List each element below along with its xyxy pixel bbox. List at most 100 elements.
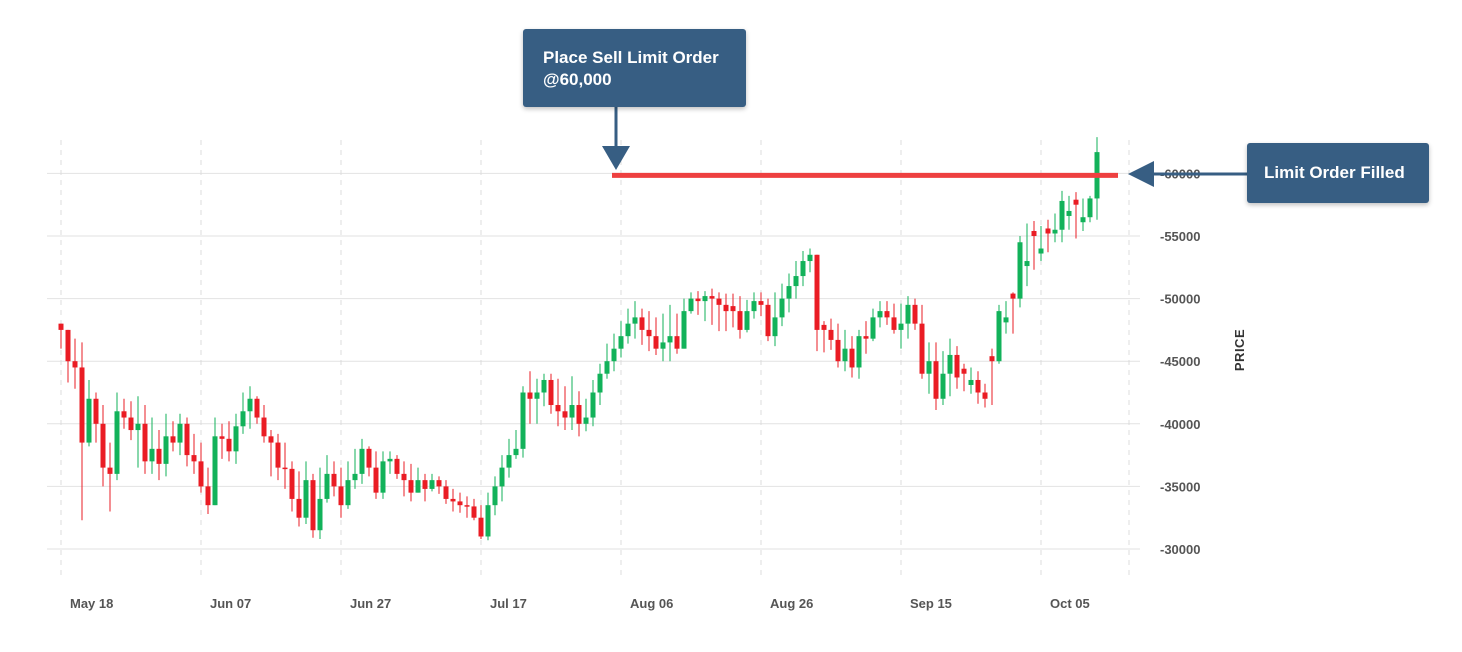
candle <box>93 392 99 443</box>
candle <box>611 333 617 372</box>
candle-body <box>156 448 162 464</box>
candle-body <box>170 436 176 443</box>
candle-body <box>646 329 652 337</box>
candle-body <box>380 461 386 493</box>
candle <box>1031 220 1037 270</box>
candle-body <box>149 448 155 462</box>
candle-body <box>289 468 295 499</box>
candle-body <box>870 317 876 339</box>
candle <box>506 438 512 478</box>
x-tick-label: Jun 27 <box>350 596 391 611</box>
candle-body <box>422 480 428 489</box>
candle-body <box>1010 293 1016 299</box>
candle-body <box>989 356 995 362</box>
candle-body <box>436 480 442 487</box>
candle-body <box>548 379 554 406</box>
candle-body <box>163 436 169 464</box>
candle <box>100 405 106 487</box>
candle-body <box>135 423 141 431</box>
x-tick-label: Jun 07 <box>210 596 251 611</box>
candle-body <box>975 379 981 393</box>
candle-body <box>702 296 708 302</box>
candle <box>261 405 267 443</box>
y-tick-label: -55000 <box>1160 229 1200 244</box>
candle-body <box>338 486 344 506</box>
candle <box>1080 198 1086 231</box>
candle-body <box>639 317 645 330</box>
candle <box>695 291 701 315</box>
candle-body <box>492 486 498 506</box>
candle-body <box>716 298 722 305</box>
place-sell-limit-callout: Place Sell Limit Order @60,000 <box>523 29 746 107</box>
candle-body <box>632 317 638 324</box>
candle <box>632 301 638 339</box>
candle-body <box>884 311 890 318</box>
candle <box>856 329 862 379</box>
candle-body <box>499 467 505 487</box>
candle <box>79 342 85 521</box>
candle-body <box>1066 210 1072 216</box>
candle <box>765 298 771 342</box>
candle <box>905 296 911 339</box>
candle <box>933 342 939 411</box>
candle <box>737 296 743 339</box>
candle <box>345 461 351 509</box>
candle <box>492 476 498 516</box>
candle-body <box>604 361 610 374</box>
candle <box>569 376 575 431</box>
candle <box>555 378 561 427</box>
candle-body <box>485 505 491 537</box>
candle-body <box>401 473 407 481</box>
candle-body <box>1080 217 1086 223</box>
candle-body <box>940 373 946 399</box>
place-sell-limit-callout-line1: Place Sell Limit Order <box>543 48 719 67</box>
candle-body <box>821 324 827 330</box>
candle-body <box>828 329 834 340</box>
candle-body <box>800 261 806 277</box>
candle <box>1010 292 1016 334</box>
candle <box>961 363 967 392</box>
candle <box>387 451 393 474</box>
candle-body <box>254 398 260 418</box>
candle-body <box>618 336 624 349</box>
candle-body <box>100 423 106 468</box>
candle-body <box>226 438 232 452</box>
candle-body <box>177 423 183 443</box>
candle-body <box>72 361 78 368</box>
candle-body <box>968 379 974 385</box>
candle <box>1017 236 1023 308</box>
candle-body <box>730 306 736 312</box>
candle-body <box>611 348 617 362</box>
candle-body <box>653 336 659 349</box>
candle-body <box>863 336 869 339</box>
candle <box>443 480 449 504</box>
candle-body <box>513 448 519 456</box>
candle <box>884 301 890 325</box>
candle <box>527 371 533 424</box>
candle-body <box>387 458 393 462</box>
candle-body <box>212 436 218 506</box>
candle-body <box>814 254 820 330</box>
candle <box>1073 192 1079 239</box>
candle-body <box>520 392 526 449</box>
candle <box>814 254 820 352</box>
candle <box>751 292 757 319</box>
candle <box>177 413 183 456</box>
candle <box>1052 213 1058 243</box>
grid <box>47 140 1140 580</box>
candle-body <box>464 505 470 507</box>
candle <box>513 430 519 459</box>
candle <box>996 304 1002 364</box>
candle-body <box>1024 261 1030 267</box>
candle <box>226 421 232 462</box>
candle-body <box>275 442 281 468</box>
candle-body <box>996 311 1002 362</box>
candle <box>618 321 624 358</box>
candle-body <box>233 426 239 452</box>
candle <box>331 461 337 497</box>
candle <box>429 473 435 492</box>
limit-order-filled-callout-text: Limit Order Filled <box>1264 163 1405 182</box>
candle-body <box>457 501 463 506</box>
candle-body <box>835 339 841 362</box>
